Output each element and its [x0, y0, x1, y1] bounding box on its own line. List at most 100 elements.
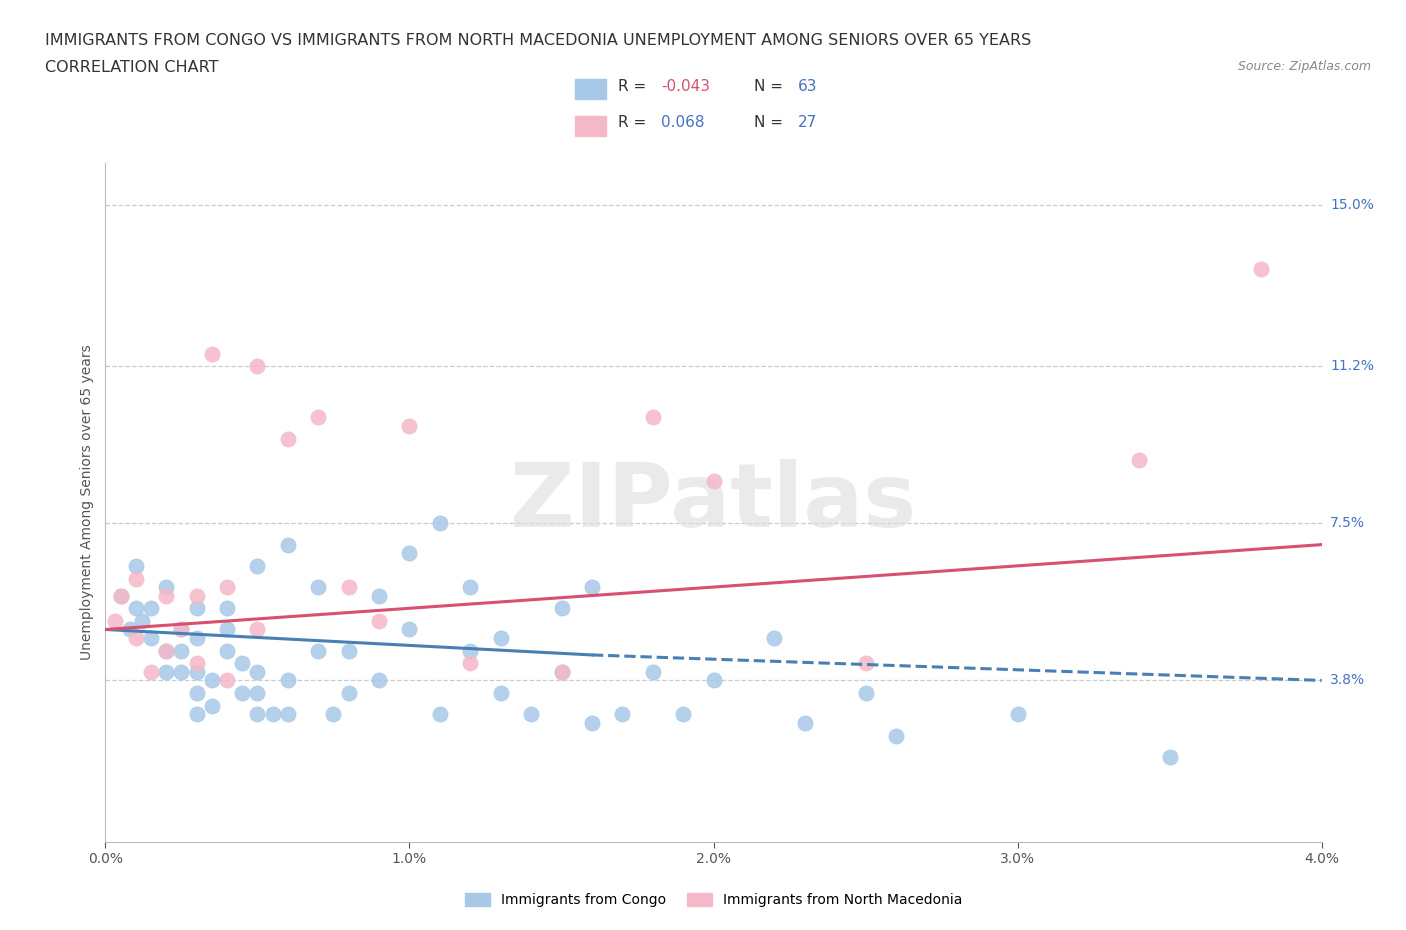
Point: [672, 707, 695, 722]
Point: [186, 707, 208, 722]
Text: 0.068: 0.068: [661, 115, 704, 130]
Point: [103, 614, 125, 629]
Point: [1007, 707, 1029, 722]
Text: 27: 27: [797, 115, 817, 130]
Point: [186, 665, 208, 680]
Point: [246, 685, 269, 700]
Point: [155, 588, 177, 603]
Bar: [575, 79, 606, 100]
Text: N =: N =: [754, 79, 783, 94]
Point: [155, 644, 177, 658]
Point: [125, 631, 148, 645]
Point: [702, 673, 725, 688]
Text: 11.2%: 11.2%: [1330, 359, 1374, 374]
Text: 3.8%: 3.8%: [1330, 673, 1365, 687]
Point: [139, 665, 162, 680]
Point: [246, 707, 269, 722]
Point: [246, 359, 269, 374]
Point: [520, 707, 543, 722]
Point: [429, 516, 451, 531]
Point: [793, 715, 815, 730]
Text: CORRELATION CHART: CORRELATION CHART: [45, 60, 218, 75]
Point: [550, 601, 572, 616]
Point: [246, 558, 269, 573]
Point: [262, 707, 284, 722]
Point: [118, 622, 141, 637]
Point: [277, 707, 299, 722]
Point: [581, 715, 603, 730]
Point: [429, 707, 451, 722]
Point: [201, 698, 224, 713]
Point: [337, 685, 360, 700]
Point: [201, 673, 224, 688]
Text: N =: N =: [754, 115, 783, 130]
Bar: [575, 116, 606, 137]
Point: [217, 673, 239, 688]
Point: [277, 538, 299, 552]
Point: [489, 631, 512, 645]
Point: [170, 644, 193, 658]
Point: [110, 588, 132, 603]
Point: [307, 644, 329, 658]
Point: [368, 673, 391, 688]
Point: [139, 601, 162, 616]
Point: [337, 579, 360, 594]
Point: [217, 579, 239, 594]
Point: [186, 656, 208, 671]
Point: [763, 631, 786, 645]
Point: [550, 665, 572, 680]
Point: [1250, 261, 1272, 276]
Point: [231, 685, 253, 700]
Point: [131, 614, 153, 629]
Point: [1159, 750, 1181, 764]
Point: [581, 579, 603, 594]
Point: [322, 707, 344, 722]
Point: [307, 579, 329, 594]
Point: [217, 644, 239, 658]
Point: [277, 673, 299, 688]
Point: [155, 644, 177, 658]
Point: [307, 410, 329, 425]
Point: [217, 622, 239, 637]
Point: [368, 588, 391, 603]
Point: [155, 579, 177, 594]
Point: [231, 656, 253, 671]
Text: 63: 63: [797, 79, 817, 94]
Y-axis label: Unemployment Among Seniors over 65 years: Unemployment Among Seniors over 65 years: [80, 344, 94, 660]
Point: [702, 473, 725, 488]
Point: [139, 631, 162, 645]
Point: [186, 588, 208, 603]
Point: [458, 579, 481, 594]
Point: [398, 546, 420, 561]
Point: [458, 644, 481, 658]
Point: [246, 665, 269, 680]
Point: [612, 707, 634, 722]
Text: R =: R =: [619, 79, 647, 94]
Text: R =: R =: [619, 115, 647, 130]
Point: [170, 622, 193, 637]
Point: [489, 685, 512, 700]
Point: [125, 558, 148, 573]
Point: [186, 685, 208, 700]
Legend: Immigrants from Congo, Immigrants from North Macedonia: Immigrants from Congo, Immigrants from N…: [460, 887, 967, 912]
Point: [855, 656, 877, 671]
Point: [398, 622, 420, 637]
Point: [855, 685, 877, 700]
Point: [1128, 452, 1150, 467]
Text: 15.0%: 15.0%: [1330, 198, 1374, 212]
Point: [884, 728, 907, 743]
Point: [398, 418, 420, 433]
Point: [125, 601, 148, 616]
Point: [337, 644, 360, 658]
Text: IMMIGRANTS FROM CONGO VS IMMIGRANTS FROM NORTH MACEDONIA UNEMPLOYMENT AMONG SENI: IMMIGRANTS FROM CONGO VS IMMIGRANTS FROM…: [45, 33, 1031, 47]
Point: [550, 665, 572, 680]
Text: Source: ZipAtlas.com: Source: ZipAtlas.com: [1237, 60, 1371, 73]
Point: [641, 410, 664, 425]
Point: [277, 432, 299, 446]
Point: [641, 665, 664, 680]
Text: ZIPatlas: ZIPatlas: [510, 458, 917, 546]
Point: [125, 571, 148, 586]
Point: [186, 631, 208, 645]
Point: [246, 622, 269, 637]
Point: [458, 656, 481, 671]
